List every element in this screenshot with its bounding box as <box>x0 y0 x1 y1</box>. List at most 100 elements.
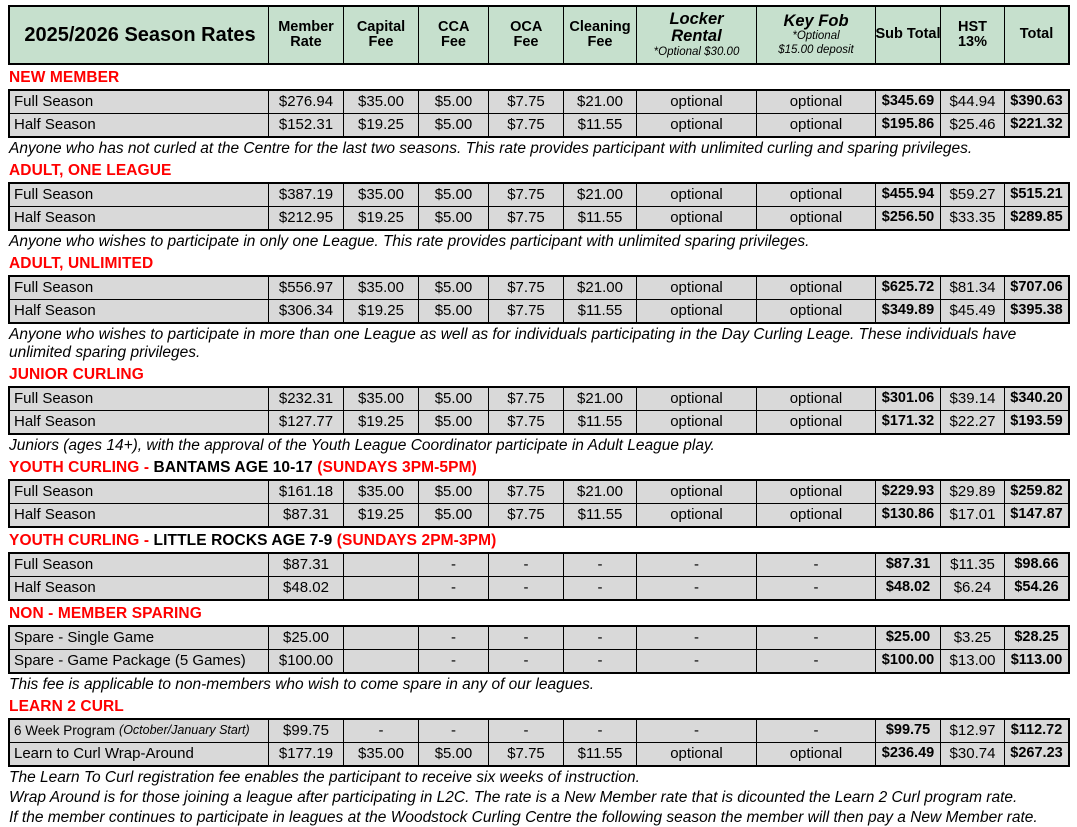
rate-cell-cleaning-fee: $11.55 <box>564 411 636 433</box>
rate-cell-capital-fee: $35.00 <box>344 184 418 206</box>
section-note: Juniors (ages 14+), with the approval of… <box>9 437 715 454</box>
rates-table: Full Season $161.18 $35.00 $5.00 $7.75 $21.00… <box>8 479 1070 528</box>
row-label: Learn to Curl Wrap-Around <box>14 745 194 763</box>
rate-cell-locker-rental: optional <box>637 114 756 136</box>
rate-cell-sub-total: $236.49 <box>876 743 940 765</box>
rate-cell-hst: $29.89 <box>941 481 1004 503</box>
rate-cell-locker-rental: optional <box>637 481 756 503</box>
rate-sections: NEW MEMBER Full Season $276.94 $35.00 $5.00 $… <box>8 69 1070 827</box>
rate-cell-member-rate: $152.31 <box>269 114 343 136</box>
section-title-part: YOUTH CURLING - <box>9 532 154 549</box>
rate-cell-key-fob: optional <box>757 184 875 206</box>
section-title-part: BANTAMS AGE 10-17 <box>153 459 318 476</box>
section-title: LEARN 2 CURL <box>9 698 1070 716</box>
table-row: Full Season $276.94 $35.00 $5.00 $7.75 $21.00… <box>10 91 1068 113</box>
table-row: Full Season $87.31- - - - - $87.31 $11.35 $98.66 <box>10 554 1068 576</box>
rate-cell-sub-total: $171.32 <box>876 411 940 433</box>
rate-cell-oca-fee: - <box>489 577 563 599</box>
rate-cell-sub-total: $87.31 <box>876 554 940 576</box>
rates-table: Full Season $232.31 $35.00 $5.00 $7.75 $21.00… <box>8 386 1070 435</box>
row-label-cell: Full Season <box>10 481 268 503</box>
rate-cell-hst: $3.25 <box>941 627 1004 649</box>
row-label: Half Season <box>14 506 96 524</box>
rate-cell-hst: $22.27 <box>941 411 1004 433</box>
row-label: Half Season <box>14 116 96 134</box>
rate-cell-locker-rental: optional <box>637 504 756 526</box>
section-title-part: ADULT, UNLIMITED <box>9 255 154 272</box>
section-title: ADULT, UNLIMITED <box>9 255 1070 273</box>
rate-cell-locker-rental: - <box>637 554 756 576</box>
row-label: Spare - Game Package (5 Games) <box>14 652 246 670</box>
rate-cell-member-rate: $387.19 <box>269 184 343 206</box>
section-note: If the member continues to participate i… <box>9 809 1038 826</box>
rate-cell-total: $390.63 <box>1005 91 1068 113</box>
rate-cell-total: $98.66 <box>1005 554 1068 576</box>
rate-cell-total: $395.38 <box>1005 300 1068 322</box>
rate-cell-cca-fee: - <box>419 554 488 576</box>
row-label-cell: Full Season <box>10 554 268 576</box>
rate-cell-hst: $45.49 <box>941 300 1004 322</box>
rate-cell-key-fob: optional <box>757 207 875 229</box>
rate-cell-member-rate: $177.19 <box>269 743 343 765</box>
column-header-hst: HST 13% <box>941 7 1004 63</box>
rate-cell-key-fob: optional <box>757 91 875 113</box>
rate-cell-cleaning-fee: $21.00 <box>564 481 636 503</box>
column-label-member-rate: Member Rate <box>278 18 334 50</box>
column-header-cleaning-fee: Cleaning Fee <box>564 7 636 63</box>
rate-cell-capital-fee <box>344 554 418 576</box>
rate-cell-cca-fee: - <box>419 577 488 599</box>
rate-cell-key-fob: - <box>757 627 875 649</box>
rate-cell-member-rate: $87.31 <box>269 504 343 526</box>
section-title: YOUTH CURLING - LITTLE ROCKS AGE 7-9 (SU… <box>9 532 1070 550</box>
rate-cell-sub-total: $349.89 <box>876 300 940 322</box>
rate-cell-total: $707.06 <box>1005 277 1068 299</box>
rate-cell-sub-total: $229.93 <box>876 481 940 503</box>
row-label: Half Season <box>14 413 96 431</box>
row-label: Full Season <box>14 93 94 111</box>
row-label-cell: 6 Week Program (October/January Start) <box>10 720 268 742</box>
header-table: 2025/2026 Season Rates Member Rate Capita… <box>8 5 1070 65</box>
column-header-oca-fee: OCA Fee <box>489 7 563 63</box>
table-row: Half Season $152.31 $19.25 $5.00 $7.75 $11.55… <box>10 114 1068 136</box>
rate-cell-hst: $44.94 <box>941 91 1004 113</box>
rate-cell-sub-total: $130.86 <box>876 504 940 526</box>
rate-cell-sub-total: $100.00 <box>876 650 940 672</box>
row-label: Full Season <box>14 186 94 204</box>
rate-cell-oca-fee: $7.75 <box>489 91 563 113</box>
table-row: Learn to Curl Wrap-Around $177.19 $35.00 $5… <box>10 743 1068 765</box>
rates-table: Full Season $387.19 $35.00 $5.00 $7.75 $21.00… <box>8 182 1070 231</box>
rate-cell-capital-fee <box>344 627 418 649</box>
rate-cell-oca-fee: $7.75 <box>489 300 563 322</box>
rate-cell-capital-fee: - <box>344 720 418 742</box>
table-row: Half Season $306.34 $19.25 $5.00 $7.75 $11.55… <box>10 300 1068 322</box>
column-label-capital-fee: Capital Fee <box>356 18 406 50</box>
rates-table: Spare - Single Game $25.00- - - - - $25.00 $3.2… <box>8 625 1070 674</box>
row-label: Half Season <box>14 209 96 227</box>
table-row: Half Season $127.77 $19.25 $5.00 $7.75 $11.55… <box>10 411 1068 433</box>
section-title-part: LEARN 2 CURL <box>9 698 124 715</box>
rate-cell-cca-fee: $5.00 <box>419 277 488 299</box>
rate-cell-locker-rental: - <box>637 650 756 672</box>
table-row: 6 Week Program (October/January Start) $99… <box>10 720 1068 742</box>
rate-cell-member-rate: $127.77 <box>269 411 343 433</box>
row-label-cell: Half Season <box>10 504 268 526</box>
section-note: Anyone who has not curled at the Centre … <box>9 140 973 157</box>
rate-cell-member-rate: $556.97 <box>269 277 343 299</box>
rate-cell-cleaning-fee: $11.55 <box>564 207 636 229</box>
rate-cell-locker-rental: optional <box>637 743 756 765</box>
rate-cell-hst: $6.24 <box>941 577 1004 599</box>
rate-cell-member-rate: $232.31 <box>269 388 343 410</box>
rate-cell-capital-fee: $19.25 <box>344 300 418 322</box>
column-label-total: Total <box>1019 26 1054 43</box>
row-label-cell: Half Season <box>10 114 268 136</box>
row-label-cell: Full Season <box>10 277 268 299</box>
rate-cell-oca-fee: $7.75 <box>489 207 563 229</box>
rate-cell-oca-fee: - <box>489 554 563 576</box>
rate-cell-total: $28.25 <box>1005 627 1068 649</box>
rates-table: Full Season $556.97 $35.00 $5.00 $7.75 $21.00… <box>8 275 1070 324</box>
rate-cell-cleaning-fee: - <box>564 554 636 576</box>
rate-cell-hst: $12.97 <box>941 720 1004 742</box>
rate-cell-member-rate: $99.75 <box>269 720 343 742</box>
rate-cell-cca-fee: - <box>419 720 488 742</box>
rate-cell-member-rate: $87.31 <box>269 554 343 576</box>
